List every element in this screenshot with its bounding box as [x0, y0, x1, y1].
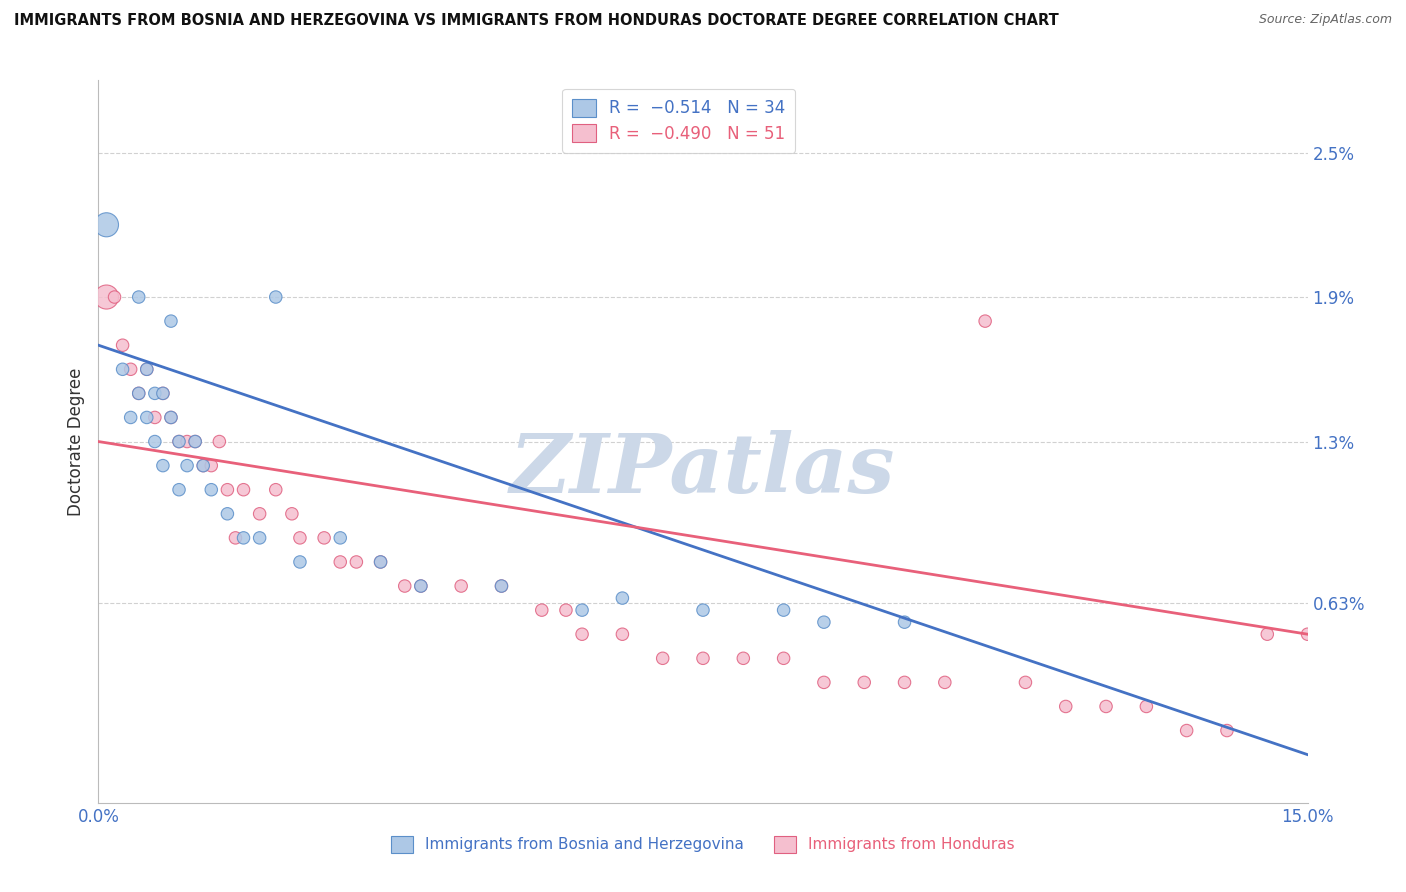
Point	[111, 338, 134, 352]
Point	[249, 507, 271, 521]
Point	[128, 290, 150, 304]
Point	[772, 603, 794, 617]
Point	[120, 410, 142, 425]
Point	[1216, 723, 1239, 738]
Point	[176, 434, 198, 449]
Point	[193, 458, 215, 473]
Point	[491, 579, 513, 593]
Point	[232, 531, 254, 545]
Point	[167, 434, 190, 449]
Point	[281, 507, 304, 521]
Point	[314, 531, 336, 545]
Point	[176, 458, 198, 473]
Point	[128, 386, 150, 401]
Point	[692, 651, 714, 665]
Point	[167, 483, 190, 497]
Point	[96, 218, 118, 232]
Point	[193, 458, 215, 473]
Point	[232, 483, 254, 497]
Point	[853, 675, 876, 690]
Point	[555, 603, 578, 617]
Point	[893, 615, 915, 630]
Point	[143, 386, 166, 401]
Point	[893, 675, 915, 690]
Point	[111, 362, 134, 376]
Point	[1135, 699, 1157, 714]
Point	[813, 615, 835, 630]
Point	[692, 603, 714, 617]
Point	[135, 362, 157, 376]
Point	[152, 458, 174, 473]
Point	[200, 483, 222, 497]
Point	[772, 651, 794, 665]
Point	[813, 675, 835, 690]
Point	[217, 483, 239, 497]
Text: ZIPatlas: ZIPatlas	[510, 431, 896, 510]
Point	[1175, 723, 1198, 738]
Point	[344, 555, 367, 569]
Point	[409, 579, 432, 593]
Legend: Immigrants from Bosnia and Herzegovina, Immigrants from Honduras: Immigrants from Bosnia and Herzegovina, …	[384, 829, 1022, 860]
Point	[329, 531, 352, 545]
Point	[934, 675, 956, 690]
Point	[135, 362, 157, 376]
Point	[409, 579, 432, 593]
Point	[184, 434, 207, 449]
Point	[329, 555, 352, 569]
Point	[143, 434, 166, 449]
Point	[264, 290, 287, 304]
Point	[160, 314, 183, 328]
Point	[152, 386, 174, 401]
Point	[974, 314, 997, 328]
Point	[143, 410, 166, 425]
Point	[208, 434, 231, 449]
Point	[612, 591, 634, 606]
Point	[120, 362, 142, 376]
Text: IMMIGRANTS FROM BOSNIA AND HERZEGOVINA VS IMMIGRANTS FROM HONDURAS DOCTORATE DEG: IMMIGRANTS FROM BOSNIA AND HERZEGOVINA V…	[14, 13, 1059, 29]
Point	[184, 434, 207, 449]
Point	[491, 579, 513, 593]
Point	[1054, 699, 1077, 714]
Point	[1256, 627, 1278, 641]
Point	[394, 579, 416, 593]
Point	[160, 410, 183, 425]
Point	[249, 531, 271, 545]
Y-axis label: Doctorate Degree: Doctorate Degree	[66, 368, 84, 516]
Point	[288, 555, 311, 569]
Point	[370, 555, 392, 569]
Point	[571, 627, 593, 641]
Point	[1014, 675, 1036, 690]
Text: Source: ZipAtlas.com: Source: ZipAtlas.com	[1258, 13, 1392, 27]
Point	[1296, 627, 1319, 641]
Point	[217, 507, 239, 521]
Point	[733, 651, 755, 665]
Point	[167, 434, 190, 449]
Point	[96, 290, 118, 304]
Point	[450, 579, 472, 593]
Point	[530, 603, 553, 617]
Point	[288, 531, 311, 545]
Point	[571, 603, 593, 617]
Point	[200, 458, 222, 473]
Point	[128, 386, 150, 401]
Point	[651, 651, 673, 665]
Point	[103, 290, 125, 304]
Point	[612, 627, 634, 641]
Point	[152, 386, 174, 401]
Point	[1095, 699, 1118, 714]
Point	[264, 483, 287, 497]
Point	[135, 410, 157, 425]
Point	[160, 410, 183, 425]
Point	[224, 531, 246, 545]
Point	[370, 555, 392, 569]
